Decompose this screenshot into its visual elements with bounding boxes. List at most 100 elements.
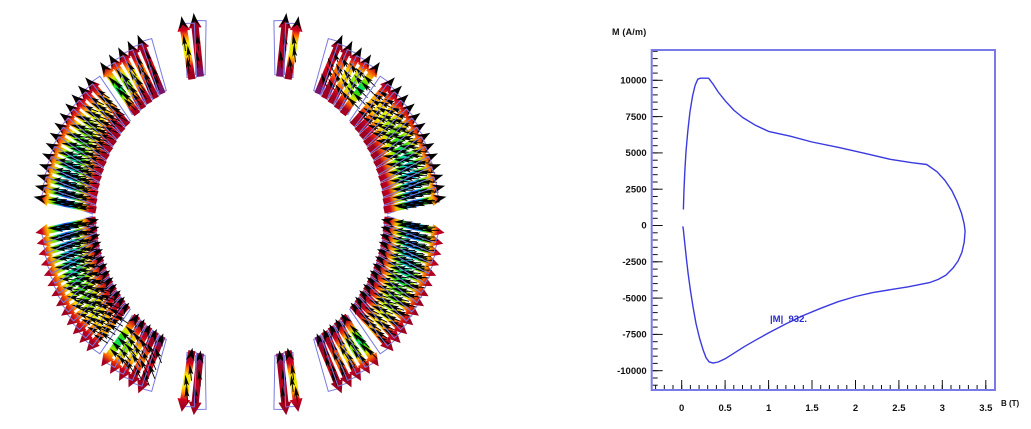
strand-arrow (139, 358, 147, 369)
strand-arrow (97, 94, 108, 103)
magnetization-arrow (177, 18, 196, 80)
strand-arrow-tip (194, 350, 204, 364)
strand-arrow (324, 355, 331, 367)
strand-arrow (80, 246, 92, 252)
strand-arrow (117, 337, 128, 347)
strand-arrow (363, 107, 374, 116)
strand-arrow (321, 73, 328, 85)
strand-arrow (419, 247, 431, 253)
strand-arrow (65, 133, 77, 139)
strand-arrow (48, 235, 60, 241)
strand-arrow (294, 385, 300, 398)
strand-arrow-tip (383, 77, 395, 90)
strand-arrow (82, 272, 94, 278)
strand-arrow-tip (379, 234, 394, 243)
strand-arrow (152, 74, 160, 86)
strand-arrow-tip (85, 77, 97, 90)
strand-arrow (390, 310, 402, 316)
strand-arrow-tip (285, 347, 295, 362)
strand-arrow (107, 76, 118, 86)
strand-arrow (351, 331, 361, 341)
strand-arrow-tip (369, 270, 383, 282)
strand-arrow (403, 131, 415, 137)
strand-arrow-tip (78, 85, 91, 98)
strand-arrow (121, 91, 132, 101)
y-tick-label: 5000 (626, 148, 647, 159)
strand-arrow-tip (396, 94, 409, 107)
strand-arrow (280, 386, 286, 398)
strand-arrow-tip (97, 270, 111, 282)
strand-arrow (414, 201, 426, 207)
strand-arrow (330, 362, 337, 374)
strand-arrow (291, 33, 297, 46)
x-tick-label: 3.5 (979, 403, 993, 414)
strand-arrow-tip (87, 241, 102, 251)
strand-arrow (359, 342, 369, 353)
strand-arrow (103, 301, 115, 309)
strand-arrow (339, 345, 348, 356)
strand-arrow (397, 175, 409, 181)
strand-arrow (66, 155, 78, 161)
y-tick-label: 10000 (620, 76, 646, 87)
strand-arrow-tip (381, 217, 395, 227)
strand-arrow (365, 346, 375, 357)
y-tick-label: 2500 (626, 184, 647, 195)
strand-arrow (135, 55, 144, 67)
strand-arrow (357, 353, 367, 364)
strand-arrow (186, 45, 192, 57)
magnetization-arrow (276, 14, 292, 77)
strand-arrow (137, 85, 146, 96)
strand-arrow-tip (36, 174, 51, 183)
strand-arrow-tip (416, 132, 431, 144)
strand-arrow (404, 293, 416, 299)
strand-arrow (91, 300, 103, 307)
strand-arrow (123, 98, 134, 108)
strand-arrow-tip (363, 283, 376, 296)
x-tick-label: 2.5 (892, 403, 906, 414)
strand-arrow (341, 90, 351, 101)
strand-arrow (89, 311, 101, 318)
strand-arrow (347, 360, 356, 371)
strand-arrow-tip (368, 62, 380, 76)
magnetization-arrow (79, 296, 126, 343)
strand-arrow (376, 106, 388, 114)
strand-arrow (69, 147, 81, 153)
strand-arrow (334, 71, 342, 83)
strand-arrow-tip (424, 153, 438, 163)
strand-arrow (410, 222, 422, 228)
plot-frame (650, 49, 996, 391)
strand-arrow-tip (366, 277, 380, 289)
strand-arrow (52, 167, 64, 173)
strand-arrow (75, 115, 87, 122)
strand-arrow (278, 50, 284, 62)
strand-arrow (290, 375, 295, 387)
strand-arrow (288, 56, 294, 68)
strand-arrow (98, 110, 110, 119)
strand-arrow (186, 56, 191, 68)
strand-arrow (151, 65, 159, 77)
strand-arrow (184, 374, 190, 386)
strand-arrow (420, 179, 432, 185)
strand-arrow (370, 99, 382, 108)
strand-arrow-tip (108, 290, 121, 303)
strand-arrow (144, 79, 153, 91)
strand-arrow (53, 181, 65, 186)
strand-arrow (195, 33, 201, 45)
strand-arrow-tip (323, 328, 333, 343)
strand-arrow (81, 294, 93, 300)
strand-arrow (58, 162, 70, 168)
strand-arrow (357, 335, 367, 346)
strand-arrow (77, 130, 90, 136)
strand-arrow-tip (402, 103, 415, 116)
strand-arrow (62, 183, 74, 189)
y-tick-label: -10000 (617, 366, 647, 377)
strand-arrow (401, 221, 413, 227)
strand-arrow (403, 185, 415, 190)
strand-arrow (400, 167, 412, 173)
strand-arrow (188, 363, 194, 375)
strand-arrow (55, 223, 67, 229)
strand-arrow (111, 341, 122, 351)
strand-arrow (405, 203, 417, 208)
strand-arrow (90, 102, 102, 110)
strand-arrow (341, 77, 350, 89)
